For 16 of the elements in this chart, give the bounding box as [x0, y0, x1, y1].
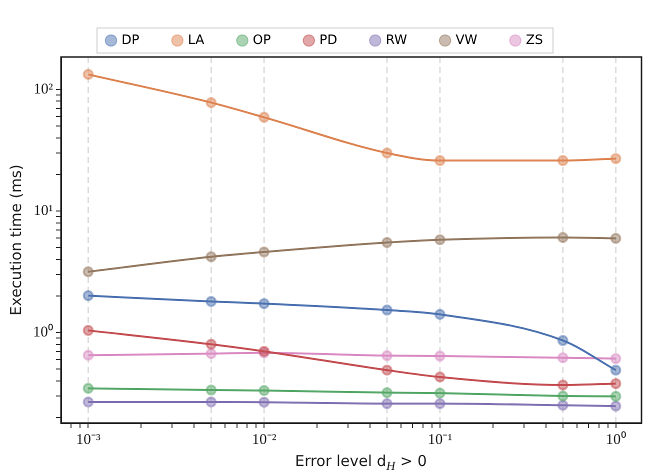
legend-label: LA — [188, 32, 204, 48]
y-axis-title: Execution time (ms) — [6, 164, 25, 316]
y-tick-label: 10¹ — [34, 202, 53, 219]
legend-label: OP — [252, 32, 272, 48]
legend-label: PD — [319, 32, 338, 48]
legend-label: VW — [456, 32, 478, 48]
x-tick-label: 10⁰ — [606, 430, 626, 448]
x-tick-label: 10⁻² — [252, 432, 277, 448]
x-tick-label: 10⁻¹ — [428, 432, 452, 448]
y-tick-label: 10² — [34, 81, 54, 98]
legend-label: DP — [122, 32, 140, 48]
y-tick-label: 10⁰ — [33, 323, 53, 340]
x-tick-label: 10⁻³ — [76, 432, 101, 448]
x-axis-title: Error level d$_{H}$ > 0 — [294, 452, 428, 474]
legend-label: ZS — [526, 32, 543, 48]
legend-label: RW — [386, 32, 408, 48]
